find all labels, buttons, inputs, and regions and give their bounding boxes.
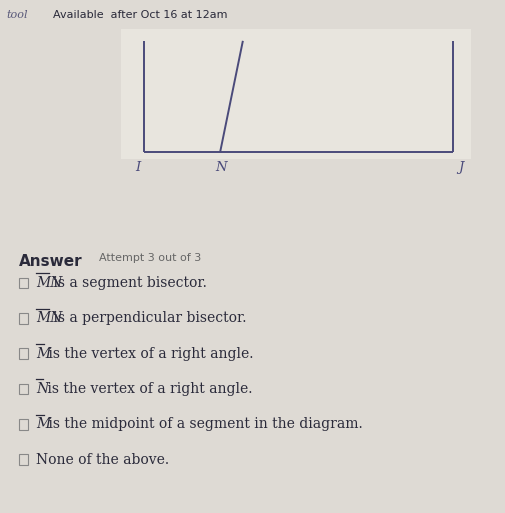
Text: Answer: Answer xyxy=(19,254,83,269)
Bar xyxy=(19,419,28,430)
Text: Attempt 3 out of 3: Attempt 3 out of 3 xyxy=(98,253,200,263)
Text: tool: tool xyxy=(6,10,27,20)
Text: J: J xyxy=(457,161,463,174)
Text: MN: MN xyxy=(36,276,63,290)
Text: None of the above.: None of the above. xyxy=(36,453,169,467)
Bar xyxy=(19,348,28,359)
Text: M: M xyxy=(36,418,51,431)
Text: is the vertex of a right angle.: is the vertex of a right angle. xyxy=(43,347,253,361)
Text: is a perpendicular bisector.: is a perpendicular bisector. xyxy=(48,311,245,325)
Bar xyxy=(19,384,28,394)
Text: M: M xyxy=(36,347,51,361)
Bar xyxy=(19,455,28,465)
Text: Available  after Oct 16 at 12am: Available after Oct 16 at 12am xyxy=(53,10,227,20)
Bar xyxy=(121,24,470,160)
Text: N: N xyxy=(215,161,226,174)
Bar xyxy=(19,278,28,288)
Bar xyxy=(19,313,28,324)
Text: N: N xyxy=(36,382,48,396)
Text: is a segment bisector.: is a segment bisector. xyxy=(48,276,206,290)
Text: MN: MN xyxy=(36,311,63,325)
Text: is the midpoint of a segment in the diagram.: is the midpoint of a segment in the diag… xyxy=(43,418,362,431)
Text: is the vertex of a right angle.: is the vertex of a right angle. xyxy=(42,382,251,396)
Text: I: I xyxy=(135,161,140,174)
